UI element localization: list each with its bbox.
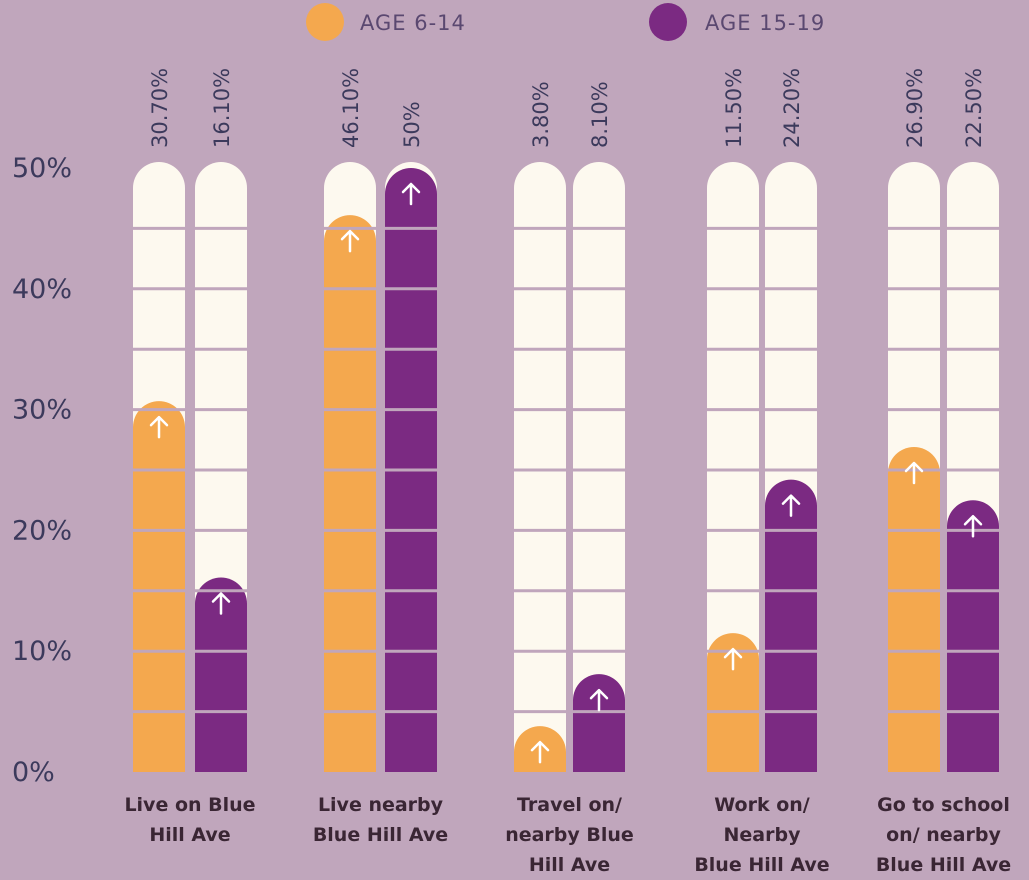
bar-track	[514, 162, 566, 772]
value-label: 24.20%	[780, 68, 804, 148]
bar	[133, 401, 185, 772]
legend-label: AGE 6-14	[360, 11, 466, 35]
bar-track	[573, 162, 625, 772]
y-tick-label: 30%	[12, 395, 72, 426]
bar	[888, 447, 940, 772]
x-tick-label: Travel on/ nearby Blue Hill Ave	[505, 794, 634, 876]
bar-arrow	[963, 514, 983, 538]
y-tick-label: 20%	[12, 515, 72, 546]
legend-swatch	[649, 3, 687, 41]
bar	[947, 500, 999, 772]
bar-arrow	[401, 182, 421, 206]
value-label: 26.90%	[903, 68, 927, 148]
value-label: 50%	[400, 101, 424, 148]
value-label: 3.80%	[529, 81, 553, 148]
bar-arrow	[211, 592, 231, 615]
value-label: 22.50%	[962, 68, 986, 148]
bar-arrow	[340, 229, 360, 253]
bar-track	[707, 162, 759, 772]
x-tick-label: Live nearby Blue Hill Ave	[312, 794, 449, 846]
legend-swatch	[306, 3, 344, 41]
bar	[573, 674, 625, 772]
y-tick-label: 40%	[12, 274, 72, 305]
bar-arrow	[723, 647, 743, 671]
bar	[707, 633, 759, 772]
bar-arrow	[904, 461, 924, 485]
value-label: 30.70%	[148, 68, 172, 148]
value-label: 11.50%	[722, 68, 746, 148]
x-tick-label: Live on Blue Hill Ave	[124, 794, 256, 846]
x-tick-label: Work on/ Nearby Blue Hill Ave	[694, 794, 830, 876]
value-label: 8.10%	[588, 81, 612, 148]
bar	[195, 577, 247, 772]
value-label: 46.10%	[339, 68, 363, 148]
bar	[324, 215, 376, 772]
legend-label: AGE 15-19	[705, 11, 825, 35]
y-tick-label: 0%	[12, 757, 55, 788]
y-tick-label: 10%	[12, 636, 72, 667]
y-tick-label: 50%	[12, 153, 72, 184]
bar	[765, 479, 817, 772]
value-label: 16.10%	[210, 68, 234, 148]
bar-arrow	[149, 415, 169, 439]
x-tick-label: Go to school on/ nearby Blue Hill Ave	[875, 794, 1012, 876]
bar-arrow	[530, 740, 550, 764]
bar-arrow	[589, 688, 609, 712]
bar-arrow	[781, 494, 801, 517]
